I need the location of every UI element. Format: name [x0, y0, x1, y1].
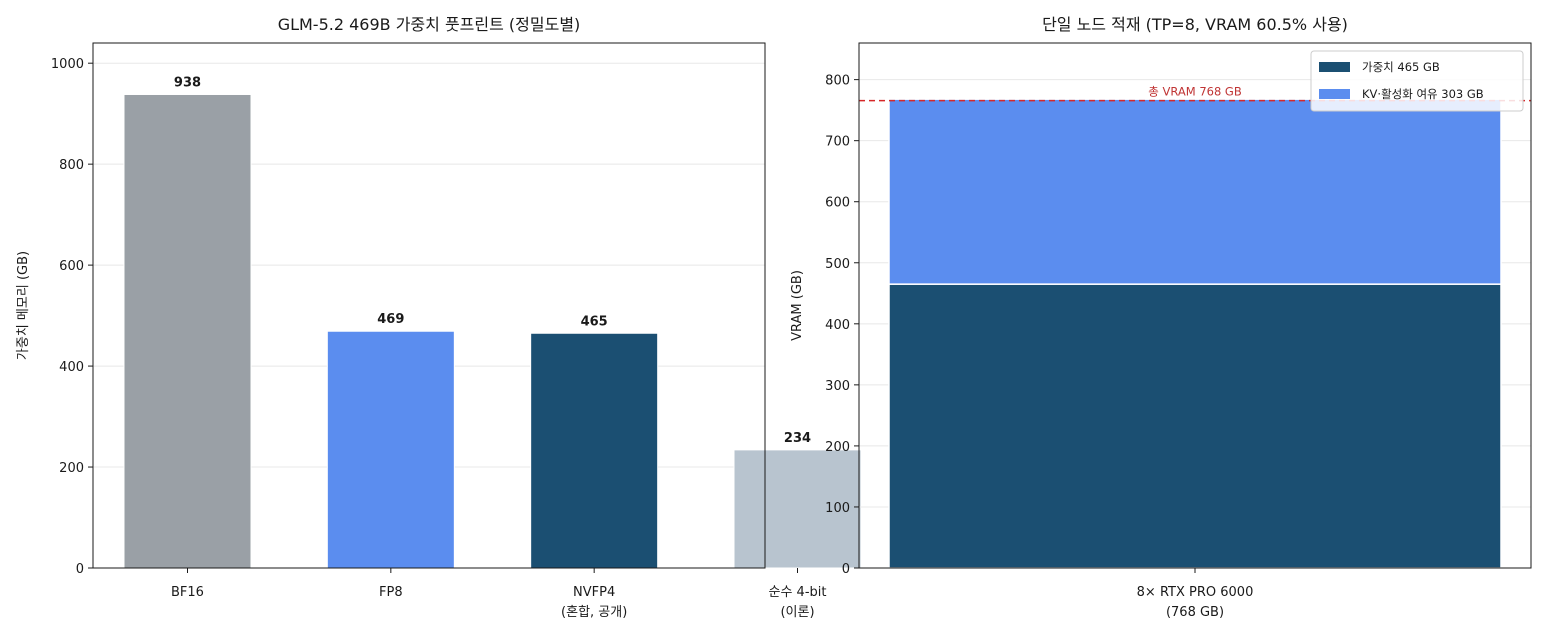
legend-swatch	[1319, 89, 1350, 99]
legend-box	[1310, 50, 1524, 112]
plot-frame	[92, 42, 766, 569]
bar-value-label: 938	[174, 75, 201, 90]
bar-nvfp4	[530, 332, 659, 569]
legend: 가중치 465 GB KV·활성화 여유 303 GB	[1310, 50, 1524, 112]
bar-value-label: 234	[784, 431, 811, 446]
y-tick-label: 800	[59, 158, 84, 173]
bar-value-label: 465	[581, 314, 608, 329]
y-tick-label: 200	[59, 461, 84, 476]
stacked-bars	[888, 98, 1502, 569]
chart-precision-footprint: GLM-5.2 469B 가중치 풋프린트 (정밀도별) 938 469 465 23…	[16, 15, 862, 620]
y-axis-label: 가중치 메모리 (GB)	[16, 251, 31, 360]
y-tick-label: 800	[825, 74, 850, 89]
x-axis-ticks: BF16 FP8 NVFP4 (혼합, 공개) 순수 4-bit (이론)	[171, 568, 826, 620]
x-axis-ticks: 8× RTX PRO 6000 (768 GB)	[1137, 568, 1254, 620]
bar-segment-kv-headroom	[888, 98, 1502, 285]
value-labels: 938 469 465 234	[174, 75, 811, 445]
y-tick-label: 1000	[51, 57, 84, 72]
y-tick-label: 400	[59, 360, 84, 375]
x-tick-label: 순수 4-bit	[769, 585, 827, 600]
y-tick-label: 500	[825, 257, 850, 272]
y-axis-ticks: 0 200 400 600 800 1000	[51, 57, 93, 577]
legend-label: 가중치 465 GB	[1362, 60, 1440, 74]
bar-segment-weights	[888, 283, 1502, 569]
y-axis-ticks: 0 100 200 300 400 500 600 700 800	[825, 74, 859, 577]
y-tick-label: 300	[825, 379, 850, 394]
chart-single-node-fit: 단일 노드 적재 (TP=8, VRAM 60.5% 사용) 총 VRAM 76…	[790, 15, 1532, 620]
x-tick-label: FP8	[379, 585, 403, 600]
legend-label: KV·활성화 여유 303 GB	[1362, 87, 1484, 101]
x-tick-label: NVFP4	[573, 585, 615, 600]
y-tick-label: 200	[825, 440, 850, 455]
x-tick-label-line2: (768 GB)	[1166, 605, 1224, 620]
y-axis-label: VRAM (GB)	[790, 270, 805, 341]
legend-swatch	[1319, 62, 1350, 72]
y-tick-label: 0	[76, 562, 84, 577]
bars	[123, 93, 862, 569]
chart-title: 단일 노드 적재 (TP=8, VRAM 60.5% 사용)	[1042, 15, 1348, 34]
chart-title: GLM-5.2 469B 가중치 풋프린트 (정밀도별)	[278, 15, 581, 34]
x-tick-label: 8× RTX PRO 6000	[1137, 585, 1254, 600]
total-vram-label: 총 VRAM 768 GB	[1148, 85, 1242, 99]
x-tick-label-line2: (이론)	[780, 605, 814, 620]
x-tick-label: BF16	[171, 585, 204, 600]
bar-bf16	[123, 93, 252, 569]
bar-value-label: 469	[377, 312, 404, 327]
y-tick-label: 100	[825, 501, 850, 516]
y-tick-label: 700	[825, 135, 850, 150]
bar-fp8	[326, 330, 455, 569]
y-tick-label: 0	[842, 562, 850, 577]
y-tick-label: 600	[59, 259, 84, 274]
x-tick-label-line2: (혼합, 공개)	[561, 605, 627, 620]
y-tick-label: 600	[825, 196, 850, 211]
bar--4-bit	[733, 449, 862, 569]
y-tick-label: 400	[825, 318, 850, 333]
